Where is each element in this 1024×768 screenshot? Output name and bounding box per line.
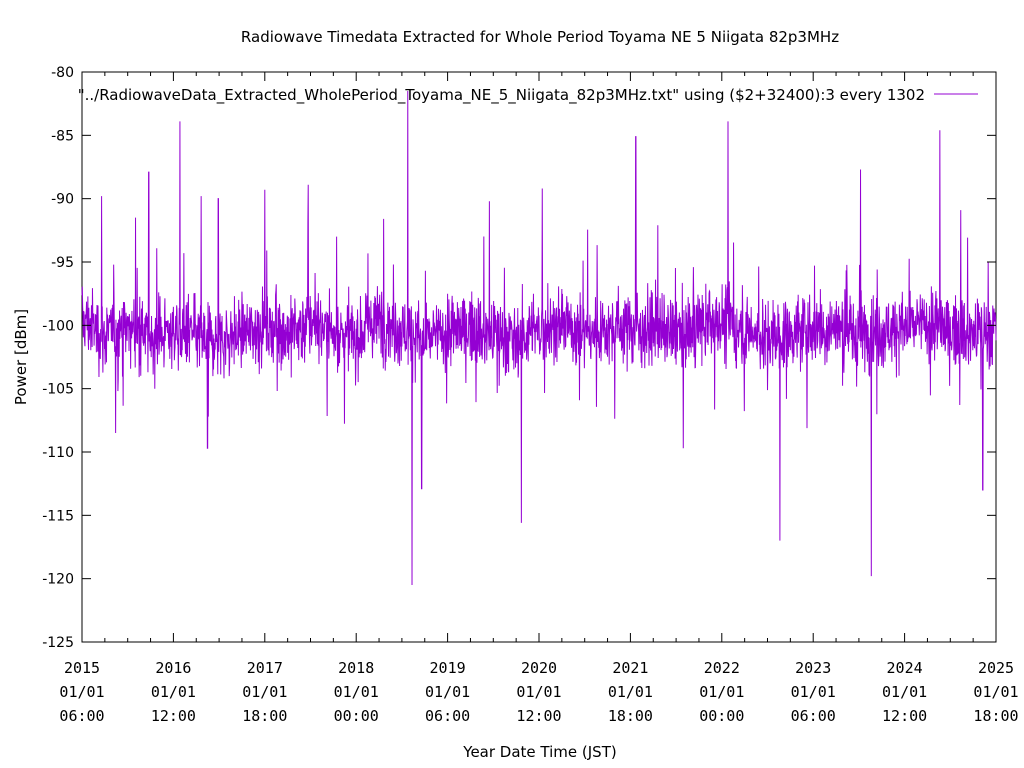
x-tick-label: 2022	[704, 659, 740, 677]
x-tick-label: 18:00	[973, 707, 1018, 725]
x-tick-label: 01/01	[516, 683, 561, 701]
chart-title: Radiowave Timedata Extracted for Whole P…	[241, 28, 839, 46]
y-axis-label: Power [dBm]	[12, 309, 30, 405]
x-tick-label: 01/01	[699, 683, 744, 701]
x-tick-label: 2021	[612, 659, 648, 677]
y-tick-label: -120	[42, 572, 74, 588]
x-tick-label: 2024	[887, 659, 923, 677]
x-axis-ticks: 2015 01/01 06:00 2016 01/01 12:00 2017 01/01 18:…	[59, 72, 1019, 725]
series-line	[81, 90, 997, 586]
x-tick-label: 01/01	[151, 683, 196, 701]
x-tick-label: 18:00	[242, 707, 287, 725]
x-tick-label: 2025	[978, 659, 1014, 677]
x-tick-label: 01/01	[242, 683, 287, 701]
y-tick-label: -110	[42, 445, 74, 461]
y-tick-label: -85	[51, 128, 74, 144]
x-tick-label: 2016	[155, 659, 191, 677]
x-tick-label: 2015	[64, 659, 100, 677]
x-tick-label: 01/01	[334, 683, 379, 701]
x-tick-label: 06:00	[59, 707, 104, 725]
x-tick-label: 2023	[795, 659, 831, 677]
x-tick-label: 2019	[430, 659, 466, 677]
y-tick-label: -100	[42, 318, 74, 334]
x-tick-label: 01/01	[425, 683, 470, 701]
x-tick-label: 01/01	[882, 683, 927, 701]
y-tick-label: -90	[51, 192, 74, 208]
x-tick-label: 18:00	[608, 707, 653, 725]
x-tick-label: 2018	[338, 659, 374, 677]
series-layer	[81, 90, 997, 586]
legend: "../RadiowaveData_Extracted_WholePeriod_…	[78, 86, 978, 105]
x-tick-label: 2020	[521, 659, 557, 677]
y-axis-ticks: -80 -85 -90 -95 -100 -105 -110 -115 -120 -125	[42, 65, 996, 651]
y-tick-label: -95	[51, 255, 74, 271]
y-tick-label: -115	[42, 508, 74, 524]
legend-entry-label: "../RadiowaveData_Extracted_WholePeriod_…	[78, 86, 925, 105]
x-tick-label: 12:00	[516, 707, 561, 725]
x-tick-label: 06:00	[791, 707, 836, 725]
x-tick-label: 01/01	[973, 683, 1018, 701]
x-tick-label: 01/01	[59, 683, 104, 701]
x-tick-label: 12:00	[882, 707, 927, 725]
y-tick-label: -105	[42, 382, 74, 398]
x-tick-label: 01/01	[791, 683, 836, 701]
x-tick-label: 06:00	[425, 707, 470, 725]
x-axis-label: Year Date Time (JST)	[462, 743, 616, 761]
x-tick-label: 12:00	[151, 707, 196, 725]
x-tick-label: 00:00	[334, 707, 379, 725]
x-tick-label: 01/01	[608, 683, 653, 701]
y-tick-label: -125	[42, 635, 74, 651]
y-tick-label: -80	[51, 65, 74, 81]
x-tick-label: 00:00	[699, 707, 744, 725]
x-tick-label: 2017	[247, 659, 283, 677]
